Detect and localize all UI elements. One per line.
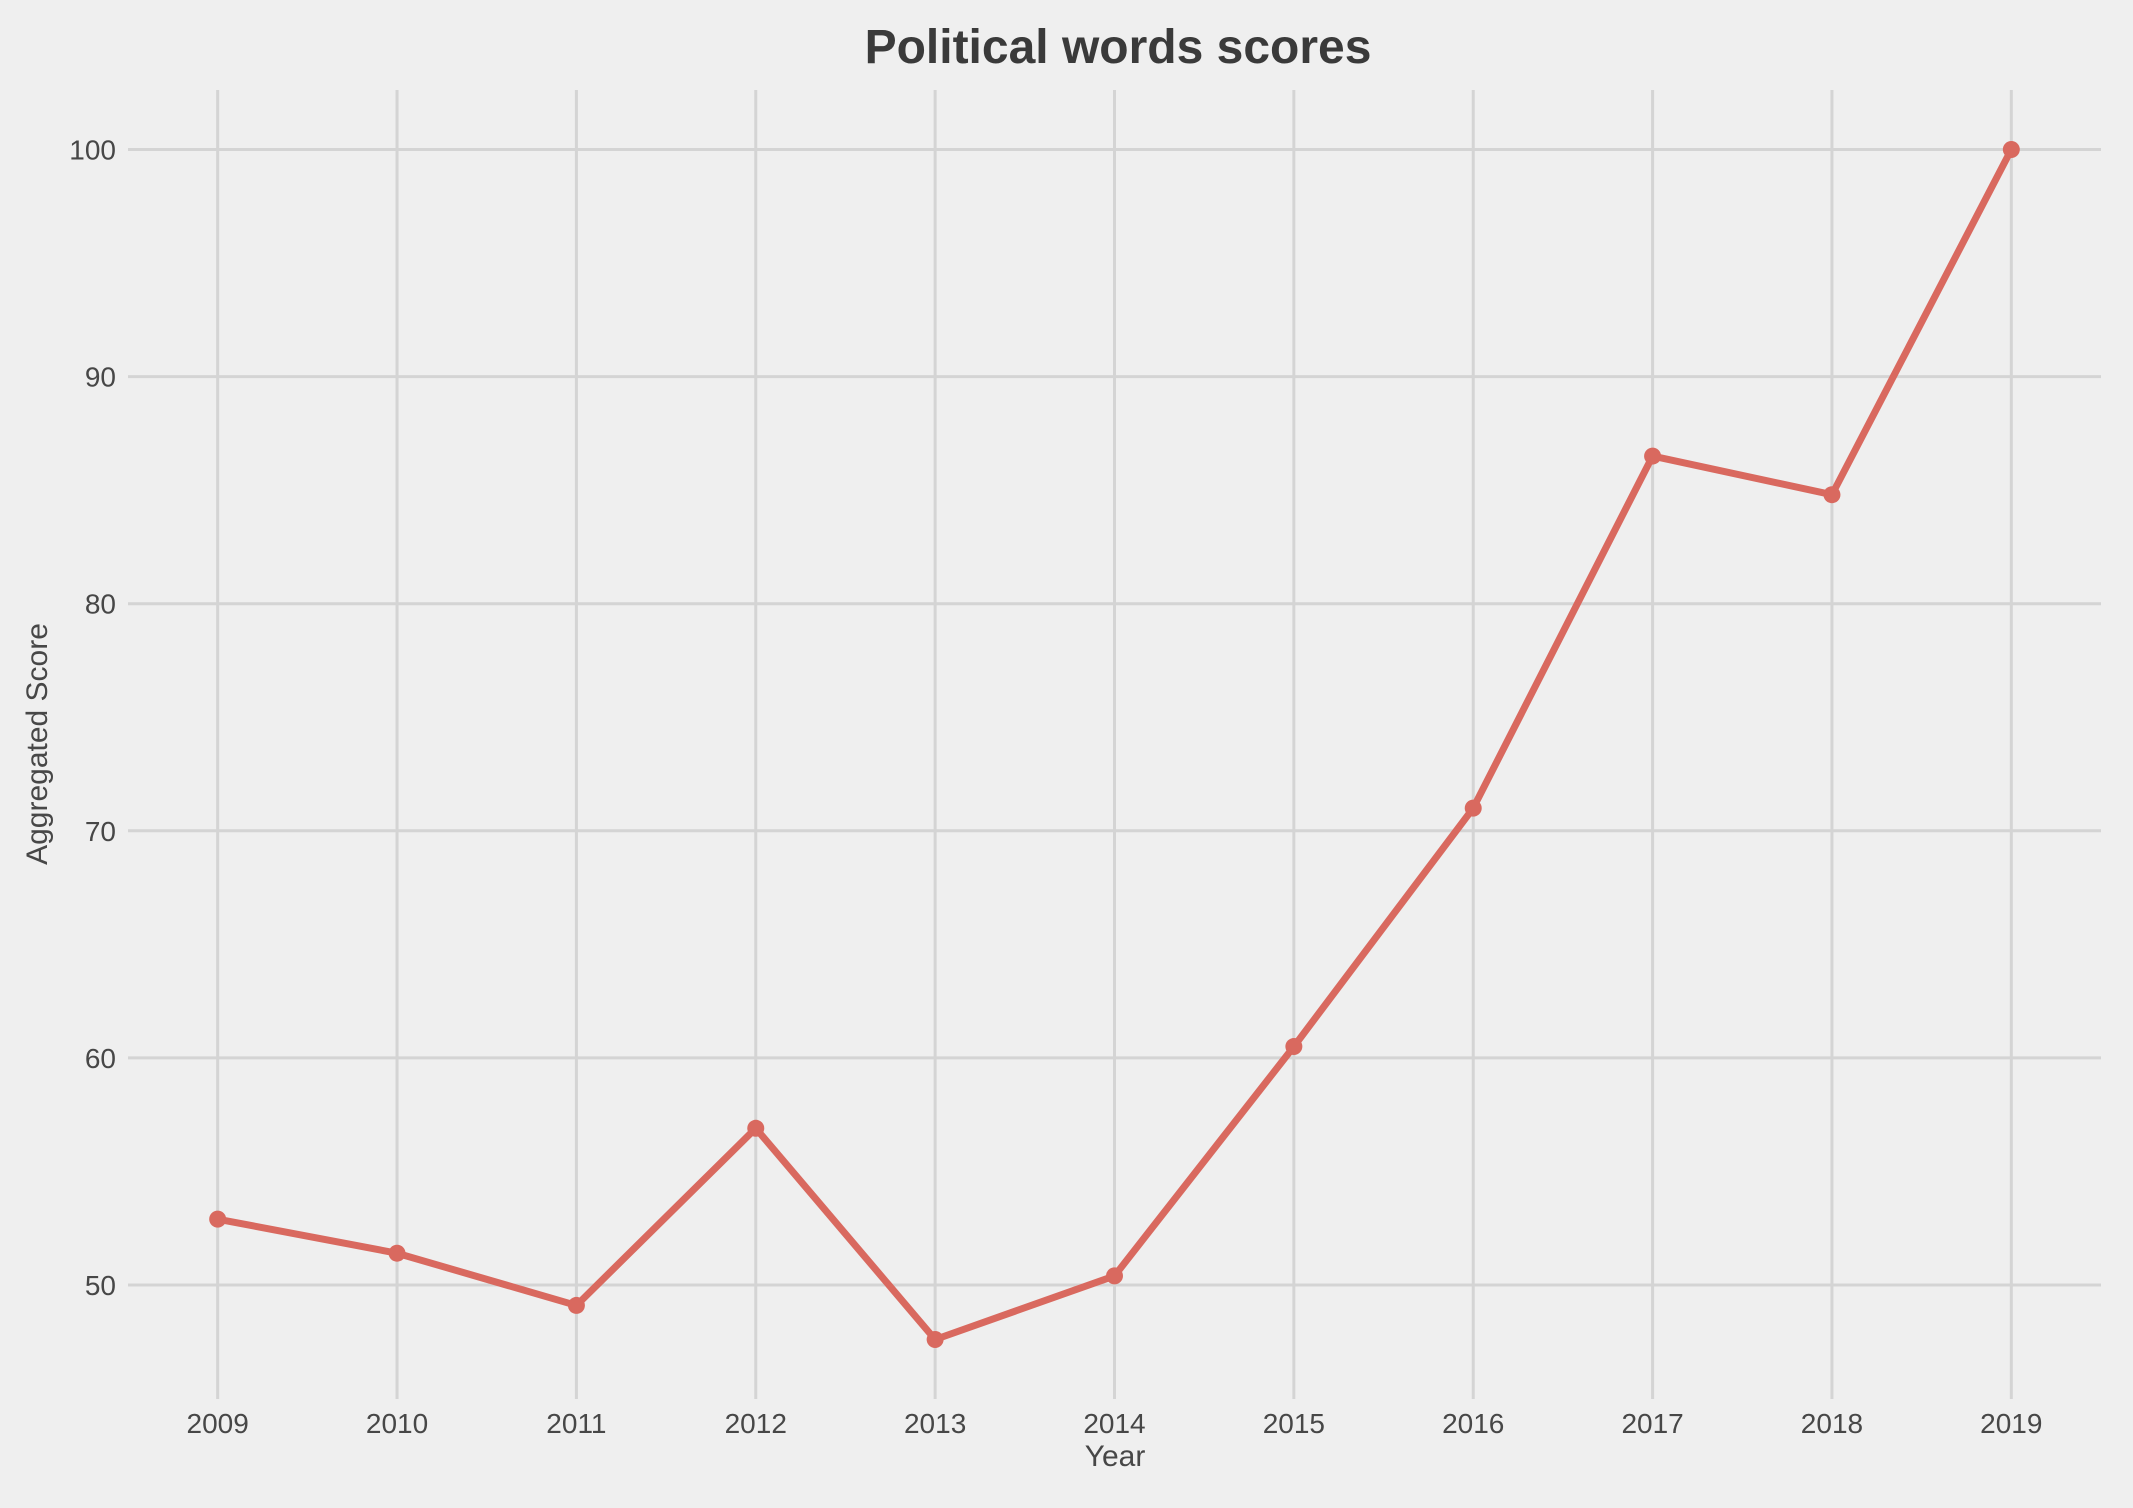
data-point: [1285, 1038, 1303, 1056]
x-tick-label: 2019: [1980, 1408, 2042, 1439]
x-tick-labels: 2009 2010 2011 2012 2013 2014 2015 2016 2017 2018…: [187, 1408, 2043, 1439]
data-series: [209, 141, 2020, 1348]
y-tick-labels: 50 60 70 80 90 100: [69, 135, 116, 1301]
horizontal-gridlines: [128, 148, 2101, 1287]
vertical-gridlines: [216, 90, 2013, 1399]
data-point: [747, 1119, 765, 1137]
x-tick-label: 2015: [1263, 1408, 1325, 1439]
chart-title: Political words scores: [865, 21, 1372, 74]
x-tick-label: 2012: [725, 1408, 787, 1439]
y-tick-label: 80: [85, 589, 116, 620]
data-point: [1106, 1267, 1123, 1285]
data-point: [926, 1331, 944, 1348]
x-tick-label: 2014: [1083, 1408, 1145, 1439]
data-point: [1823, 486, 1841, 504]
y-tick-label: 70: [85, 816, 116, 847]
y-axis-title: Aggregated Score: [21, 623, 54, 865]
y-tick-label: 50: [85, 1270, 116, 1301]
y-tick-label: 100: [69, 135, 116, 166]
data-point: [1644, 447, 1662, 465]
data-point: [388, 1244, 406, 1262]
x-tick-label: 2018: [1801, 1408, 1863, 1439]
x-tick-label: 2016: [1442, 1408, 1504, 1439]
data-point: [567, 1296, 585, 1314]
y-tick-label: 90: [85, 362, 116, 393]
y-tick-label: 60: [85, 1043, 116, 1074]
x-tick-label: 2017: [1621, 1408, 1683, 1439]
data-point: [209, 1210, 227, 1228]
x-tick-label: 2011: [546, 1408, 606, 1439]
data-point: [1464, 799, 1482, 817]
x-axis-title: Year: [1085, 1440, 1146, 1473]
x-tick-label: 2010: [366, 1408, 428, 1439]
data-point: [2002, 141, 2020, 158]
x-tick-label: 2013: [904, 1408, 966, 1439]
x-tick-label: 2009: [187, 1408, 249, 1439]
